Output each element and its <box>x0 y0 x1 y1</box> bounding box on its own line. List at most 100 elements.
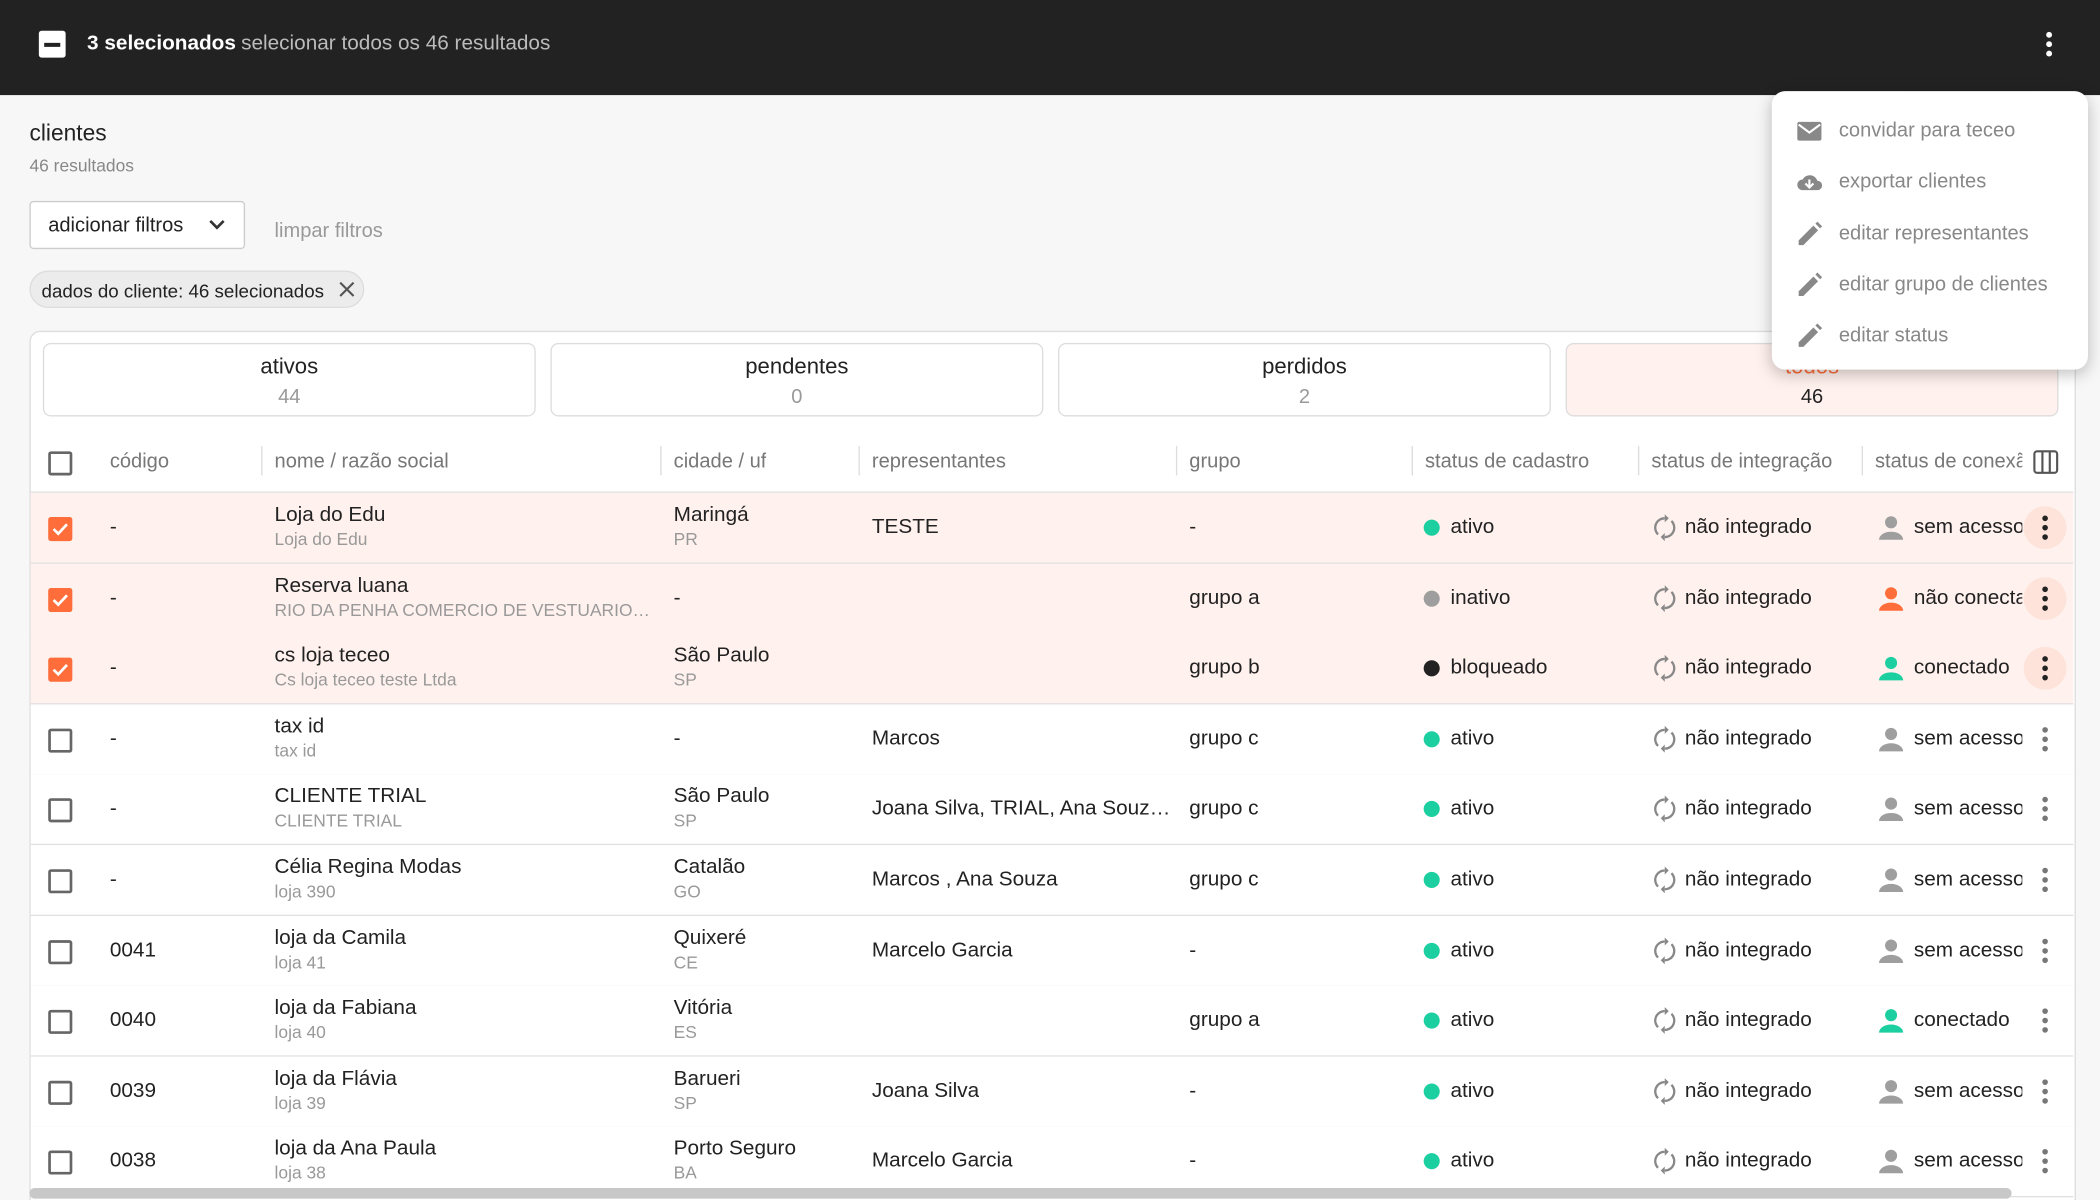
registration-status: ativo <box>1450 797 1494 821</box>
client-name-sub: loja 41 <box>275 952 326 972</box>
clear-filters[interactable]: limpar filtros <box>275 220 383 243</box>
sync-icon <box>1653 1078 1677 1111</box>
client-name: Loja do Edu <box>275 504 386 528</box>
registration-status: ativo <box>1450 1009 1494 1033</box>
menu-item-label: convidar para teceo <box>1839 119 2015 142</box>
row-actions[interactable] <box>2024 718 2067 761</box>
menu-item[interactable]: editar status <box>1772 319 2088 354</box>
column-header: cidade / uf <box>674 450 767 473</box>
client-name-sub: loja 39 <box>275 1093 326 1113</box>
integration-status: não integrado <box>1685 1079 1812 1103</box>
row-checkbox[interactable] <box>48 728 72 752</box>
row-checkbox[interactable] <box>48 658 72 682</box>
column-header: representantes <box>872 450 1006 473</box>
client-name: loja da Fabiana <box>275 997 417 1021</box>
menu-item[interactable]: convidar para teceo <box>1772 114 2088 149</box>
city: - <box>674 727 681 751</box>
column-header: grupo <box>1189 450 1240 473</box>
column-divider <box>1176 446 1177 475</box>
code: - <box>110 586 117 610</box>
column-header: status de integração <box>1651 450 1832 473</box>
page-title: clientes <box>29 121 106 148</box>
add-filter-button[interactable]: adicionar filtros <box>29 201 245 249</box>
row-checkbox[interactable] <box>48 799 72 823</box>
group: - <box>1189 938 1196 962</box>
menu-icon <box>1795 270 1824 306</box>
client-name: CLIENTE TRIAL <box>275 785 427 809</box>
row-actions[interactable] <box>2024 577 2067 620</box>
filter-chip[interactable]: dados do cliente: 46 selecionados <box>29 271 364 309</box>
column-divider <box>261 446 262 475</box>
menu-icon <box>1795 117 1824 153</box>
representatives: Marcelo Garcia <box>872 938 1013 962</box>
row-actions[interactable] <box>2024 1140 2067 1183</box>
city-sub: CE <box>674 952 698 972</box>
group: grupo c <box>1189 797 1258 821</box>
connection-status: não conectado <box>1914 586 2022 610</box>
row-actions[interactable] <box>2024 788 2067 831</box>
city: Porto Seguro <box>674 1138 796 1162</box>
status-tab[interactable]: perdidos2 <box>1058 343 1551 417</box>
person-icon <box>1878 1078 1905 1111</box>
row-actions[interactable] <box>2024 999 2067 1042</box>
person-icon <box>1878 726 1905 759</box>
row-checkbox[interactable] <box>48 517 72 541</box>
column-divider <box>1638 446 1639 475</box>
column-header: status de conexão <box>1875 450 2022 473</box>
row-checkbox[interactable] <box>48 940 72 964</box>
registration-status: ativo <box>1450 938 1494 962</box>
more-menu-button[interactable] <box>2036 29 2063 61</box>
menu-item-label: editar representantes <box>1839 222 2029 245</box>
group: grupo a <box>1189 1009 1259 1033</box>
columns-button[interactable] <box>2033 450 2060 481</box>
row-actions[interactable] <box>2024 929 2067 972</box>
row-checkbox[interactable] <box>48 1010 72 1034</box>
column-divider <box>1862 446 1863 475</box>
representatives: Marcos , Ana Souza <box>872 868 1058 892</box>
header-checkbox[interactable] <box>48 451 72 475</box>
city: Vitória <box>674 997 732 1021</box>
deselect-checkbox[interactable] <box>39 31 66 58</box>
status-tab[interactable]: pendentes0 <box>550 343 1043 417</box>
row-checkbox[interactable] <box>48 1081 72 1105</box>
registration-status: inativo <box>1450 586 1510 610</box>
row-checkbox[interactable] <box>48 587 72 611</box>
row-actions[interactable] <box>2024 506 2067 549</box>
client-name: tax id <box>275 715 325 739</box>
menu-item[interactable]: editar grupo de clientes <box>1772 268 2088 303</box>
city: Catalão <box>674 856 746 880</box>
menu-icon <box>1795 219 1824 255</box>
row-actions[interactable] <box>2024 858 2067 901</box>
city-sub: SP <box>674 670 697 690</box>
sync-icon <box>1653 1148 1677 1181</box>
status-dot <box>1424 1083 1440 1099</box>
client-name: loja da Ana Paula <box>275 1138 437 1162</box>
row-checkbox[interactable] <box>48 1151 72 1175</box>
select-all-link[interactable]: selecionar todos os 46 resultados <box>241 32 550 56</box>
row-actions[interactable] <box>2024 647 2067 690</box>
row-actions[interactable] <box>2024 1070 2067 1113</box>
group: - <box>1189 516 1196 540</box>
code: 0041 <box>110 938 156 962</box>
code: - <box>110 868 117 892</box>
client-name-sub: loja 38 <box>275 1163 326 1183</box>
client-name: loja da Camila <box>275 926 407 950</box>
status-dot <box>1424 872 1440 888</box>
tab-count: 2 <box>1059 386 1549 409</box>
connection-status: conectado <box>1914 1009 2010 1033</box>
integration-status: não integrado <box>1685 1150 1812 1174</box>
tab-count: 46 <box>1567 386 2057 409</box>
sync-icon <box>1653 514 1677 547</box>
row-checkbox[interactable] <box>48 869 72 893</box>
chip-remove[interactable] <box>339 281 355 297</box>
group: grupo c <box>1189 868 1258 892</box>
sync-icon <box>1653 867 1677 900</box>
connection-status: sem acesso <box>1914 1150 2022 1174</box>
menu-item[interactable]: exportar clientes <box>1772 165 2088 200</box>
status-tab[interactable]: ativos44 <box>43 343 536 417</box>
selected-count: 3 selecionados <box>87 32 236 56</box>
menu-item[interactable]: editar representantes <box>1772 216 2088 251</box>
connection-status: sem acesso <box>1914 1079 2022 1103</box>
